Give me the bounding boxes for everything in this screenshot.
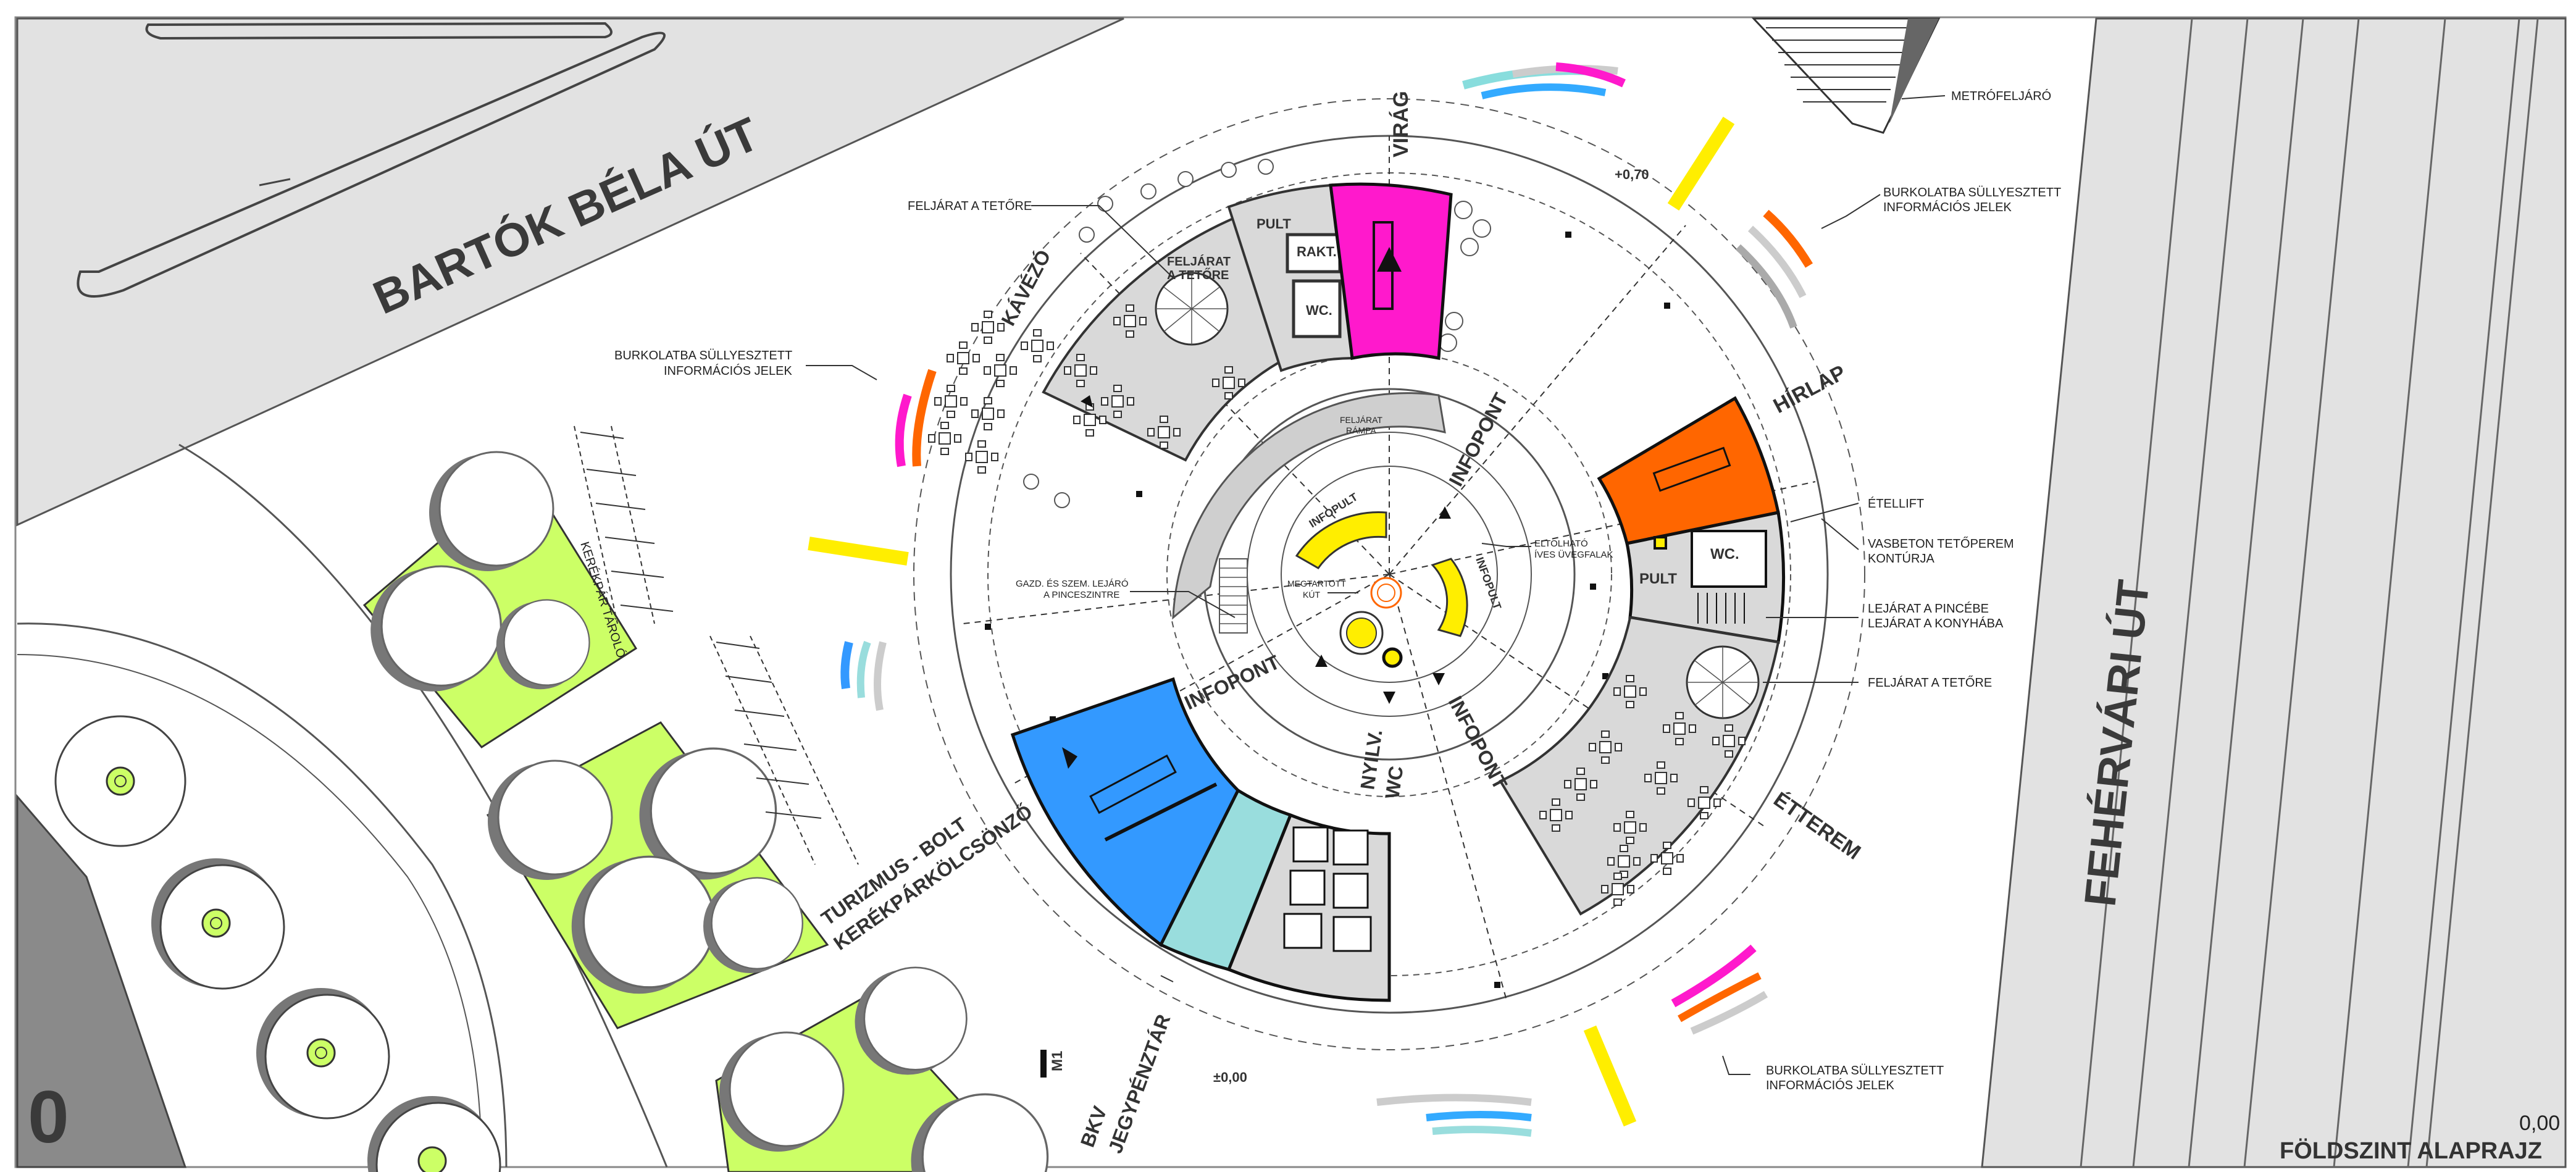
tram-platform <box>77 31 666 298</box>
plan-title: FÖLDSZINT ALAPRAJZ <box>2280 1137 2542 1164</box>
gazd-annotation-1: GAZD. ÉS SZEM. LEJÁRÓ <box>1016 579 1129 589</box>
nyilv-label: NYILV. <box>1356 728 1386 791</box>
info-topright-annotation-1: BURKOLATBA SÜLLYESZTETT <box>1883 186 2061 199</box>
public-wc-label: WC <box>1381 764 1407 800</box>
pult-top-label: PULT <box>1257 216 1291 232</box>
kavezo-stair-label-2: A TETŐRE <box>1167 268 1229 282</box>
level-number: 0 <box>28 1076 69 1158</box>
ramp-to-roof <box>1172 392 1446 620</box>
info-bottomright-annotation-1: BURKOLATBA SÜLLYESZTETT <box>1766 1064 1944 1078</box>
infopont-label-left: INFOPONT <box>1181 651 1283 714</box>
etterem-label: ÉTTEREM <box>1769 787 1865 864</box>
gazd-annotation-2: A PINCESZINTRE <box>1043 590 1119 600</box>
food-lift-core <box>1382 647 1403 668</box>
rakt-label: RAKT. <box>1297 244 1337 259</box>
infopont-label-top: INFOPONT <box>1444 389 1512 490</box>
bottom-left-building <box>16 793 187 1168</box>
well-label-1: MEGTARTOTT <box>1287 579 1346 588</box>
level-ground: ±0,00 <box>1213 1069 1247 1085</box>
ramp-label-1: FELJÁRAT <box>1340 415 1382 425</box>
infopult-right <box>1431 558 1468 637</box>
lejarat-annotation-2: LEJÁRAT A KONYHÁBA <box>1868 616 2004 630</box>
pult-right-label: PULT <box>1639 571 1677 587</box>
round-seats <box>1023 159 1491 508</box>
bike-racks <box>574 425 859 865</box>
etellift-annotation: ÉTELLIFT <box>1868 496 1924 511</box>
annotation-leaders <box>806 194 1881 1075</box>
scale-label: M1 <box>1049 1051 1066 1071</box>
info-strips <box>808 62 1813 1137</box>
info-topright-annotation-2: INFORMÁCIÓS JELEK <box>1883 200 2012 214</box>
infopult-left <box>1295 511 1387 569</box>
wc-right-label: WC. <box>1710 546 1739 563</box>
vasbeton-annotation-2: KONTÚRJA <box>1868 551 1934 566</box>
turizmus-label-2: KERÉKPÁRKÖLCSÖNZŐ <box>829 800 1036 955</box>
bartok-street-area <box>16 17 1124 527</box>
feljarat-top-annotation: FELJÁRAT A TETŐRE <box>908 199 1032 213</box>
info-bottomright-annotation-2: INFORMÁCIÓS JELEK <box>1766 1078 1894 1092</box>
infopult-label-2: INFOPULT <box>1473 556 1503 611</box>
vasbeton-annotation-1: VASBETON TETŐPEREM <box>1868 537 2014 551</box>
metro-label: METRÓFELJÁRÓ <box>1951 89 2051 103</box>
preserved-well <box>1370 577 1402 609</box>
eltolhato-annotation-1: ELTOLHATÓ <box>1534 538 1588 549</box>
street-trees <box>54 715 501 1172</box>
turizmus-shop <box>1010 677 1240 947</box>
lejarat-annotation-1: LEJÁRAT A PINCÉBE <box>1868 601 1989 616</box>
kavezo-stair-label-1: FELJÁRAT <box>1167 254 1231 269</box>
bkv-label-2: JEGYPÉNZTÁR <box>1104 1011 1175 1157</box>
kavezo-label: KÁVÉZÓ <box>997 246 1055 330</box>
level-upper: +0,70 <box>1615 167 1649 182</box>
wc-top-label: WC. <box>1306 303 1332 318</box>
plan-level-value: 0,00 <box>2519 1111 2560 1135</box>
lawn-patches <box>362 451 1049 1172</box>
info-left-annotation-2: INFORMÁCIÓS JELEK <box>664 364 792 378</box>
well-label-2: KÚT <box>1303 590 1320 600</box>
virag-label: VIRÁG <box>1389 91 1413 157</box>
feljarat-right-annotation: FELJÁRAT A TETŐRE <box>1868 676 1992 690</box>
ramp-label-2: RÁMPA <box>1346 425 1376 435</box>
hirlap-label: HÍRLAP <box>1770 361 1850 418</box>
metro-entrance <box>1751 17 1941 134</box>
info-left-annotation-1: BURKOLATBA SÜLLYESZTETT <box>614 349 792 362</box>
fehervari-street-area <box>1981 17 2567 1168</box>
eltolhato-annotation-2: ÍVES ÜVEGFALAK <box>1534 549 1613 560</box>
